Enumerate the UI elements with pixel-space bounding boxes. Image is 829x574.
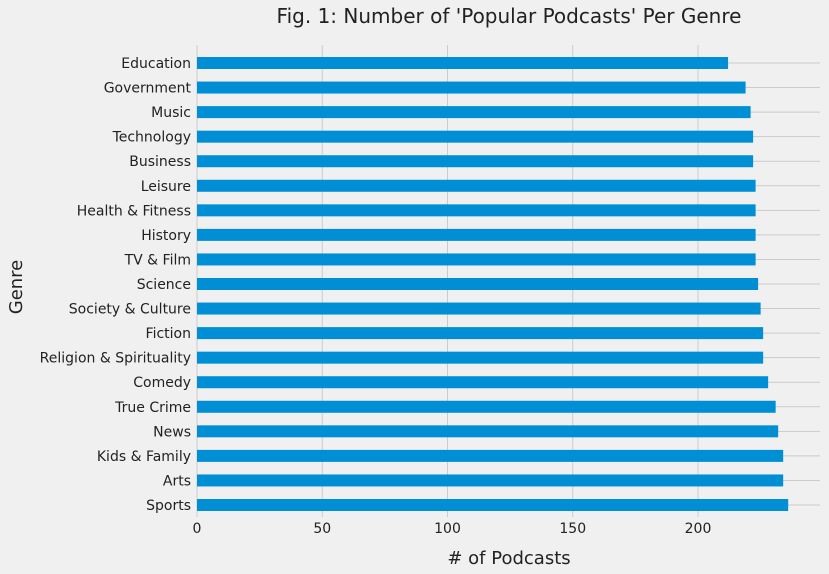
bars xyxy=(197,57,789,511)
bar xyxy=(197,351,764,364)
bar xyxy=(197,302,761,315)
x-tick-label: 100 xyxy=(434,521,461,537)
y-tick-label: News xyxy=(153,424,191,440)
chart-title: Fig. 1: Number of 'Popular Podcasts' Per… xyxy=(277,4,742,28)
x-tick-labels: 0 50 100 150 200 xyxy=(193,521,712,537)
y-tick-label: History xyxy=(141,228,191,244)
x-tick-label: 150 xyxy=(559,521,586,537)
y-tick-label: Government xyxy=(104,81,192,97)
y-tick-label: Health & Fitness xyxy=(77,203,191,219)
y-tick-label: Society & Culture xyxy=(69,302,191,318)
bar xyxy=(197,400,776,413)
y-tick-label: Arts xyxy=(163,473,191,489)
x-axis-label: # of Podcasts xyxy=(447,548,570,569)
y-tick-label: TV & Film xyxy=(124,252,191,268)
y-tick-label: Education xyxy=(121,56,191,72)
bar xyxy=(197,130,754,143)
bar xyxy=(197,228,756,241)
bar xyxy=(197,57,729,69)
bar xyxy=(197,253,756,266)
bar xyxy=(197,278,759,290)
y-tick-label: Business xyxy=(129,154,191,170)
x-tick-label: 200 xyxy=(685,521,712,537)
bar xyxy=(197,204,756,217)
bar xyxy=(197,81,746,94)
y-tick-labels: Sports Arts Kids & Family News True Crime Com… xyxy=(40,56,192,514)
y-axis-label: Genre xyxy=(6,260,27,315)
x-tick-label: 50 xyxy=(313,521,331,537)
bar xyxy=(197,179,756,192)
bar xyxy=(197,474,784,487)
bar xyxy=(197,155,754,168)
bar xyxy=(197,106,751,119)
bar xyxy=(197,425,779,438)
y-tick-label: Science xyxy=(137,277,191,293)
x-tick-label: 0 xyxy=(193,521,202,537)
y-tick-label: Comedy xyxy=(133,375,191,391)
y-tick-label: Leisure xyxy=(141,179,191,195)
y-tick-label: Religion & Spirituality xyxy=(40,351,191,367)
y-tick-label: Technology xyxy=(112,130,191,146)
y-tick-label: Kids & Family xyxy=(97,449,191,465)
bar xyxy=(197,376,769,389)
y-tick-label: Sports xyxy=(146,498,191,514)
bar xyxy=(197,499,789,511)
y-tick-label: True Crime xyxy=(114,400,191,416)
y-tick-label: Music xyxy=(151,105,191,121)
bar xyxy=(197,327,764,340)
y-tick-label: Fiction xyxy=(146,326,191,342)
bar xyxy=(197,449,784,462)
